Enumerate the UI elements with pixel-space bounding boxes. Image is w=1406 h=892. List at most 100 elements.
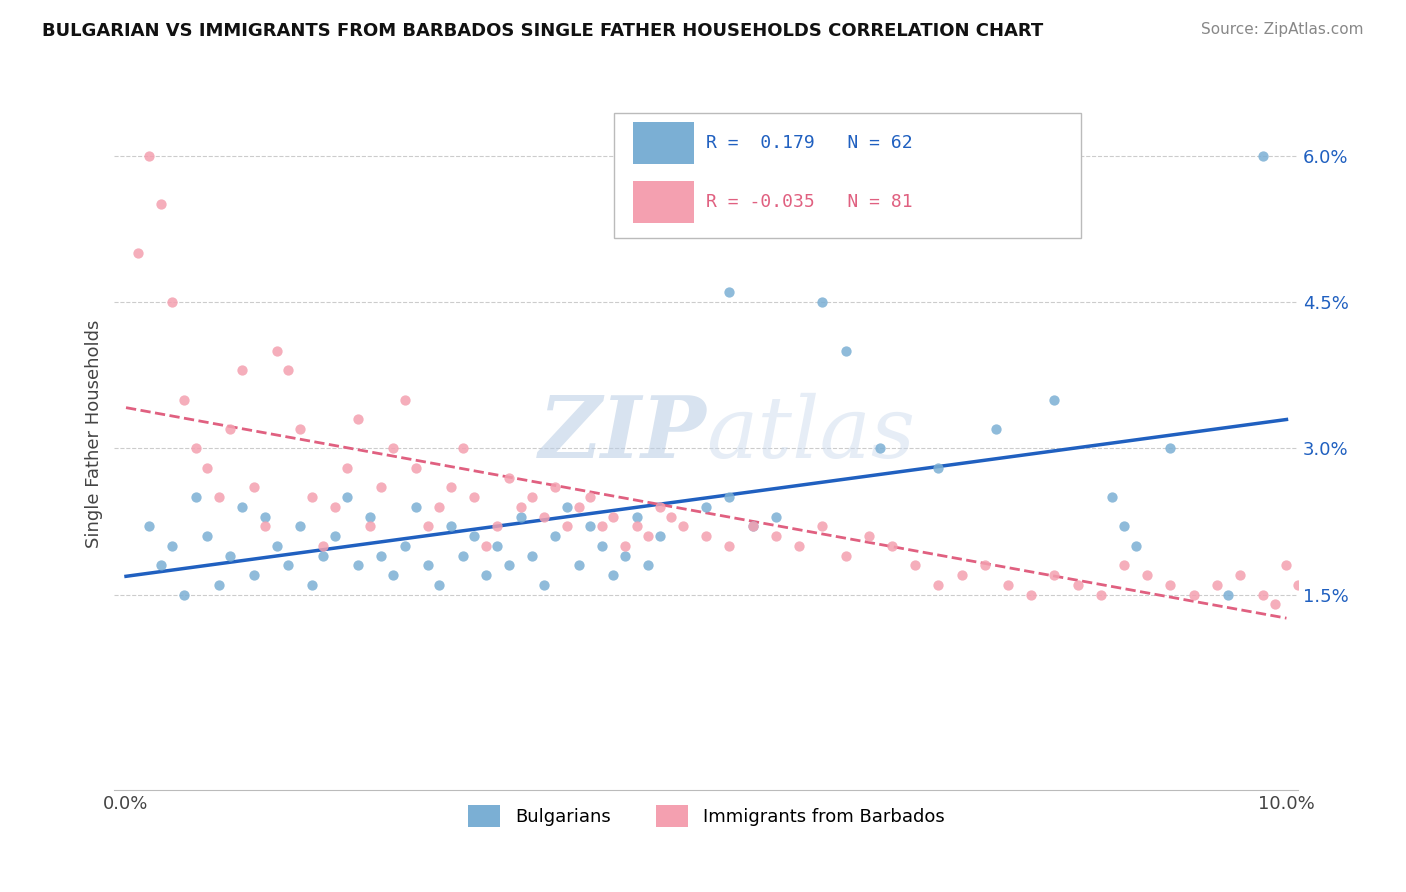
Point (869, 442, 891, 456)
Point (427, 578, 450, 592)
Point (138, 519, 160, 533)
Point (347, 558, 370, 573)
Point (602, 509, 624, 524)
Text: R = -0.035   N = 81: R = -0.035 N = 81 (706, 194, 912, 211)
Point (1310, 598, 1333, 612)
Point (1251, 588, 1274, 602)
Point (266, 539, 288, 553)
Point (451, 549, 474, 563)
Point (718, 539, 741, 553)
Point (741, 519, 763, 533)
Point (370, 480, 392, 494)
Point (718, 490, 741, 504)
Point (405, 460, 427, 475)
Point (149, 558, 172, 573)
Point (858, 529, 880, 543)
Point (359, 509, 381, 524)
Point (370, 549, 392, 563)
Point (219, 549, 242, 563)
Point (301, 490, 323, 504)
Point (498, 470, 520, 484)
Point (637, 558, 659, 573)
Point (173, 392, 195, 407)
Point (579, 490, 602, 504)
Point (718, 285, 741, 300)
Point (648, 529, 671, 543)
Point (533, 578, 555, 592)
Point (451, 442, 474, 456)
Point (880, 539, 903, 553)
Point (927, 578, 949, 592)
Point (242, 480, 264, 494)
Point (602, 568, 624, 582)
Point (266, 343, 288, 358)
Point (427, 500, 450, 514)
Point (219, 422, 242, 436)
Point (149, 197, 172, 211)
Point (1182, 588, 1205, 602)
Point (973, 558, 995, 573)
Point (1136, 568, 1159, 582)
Point (254, 509, 277, 524)
Point (555, 500, 578, 514)
Point (672, 519, 695, 533)
Point (208, 578, 231, 592)
Point (591, 539, 613, 553)
Point (614, 549, 637, 563)
Point (195, 529, 218, 543)
Point (474, 568, 496, 582)
Point (1333, 578, 1355, 592)
Point (440, 519, 463, 533)
Point (1043, 568, 1066, 582)
Point (463, 529, 485, 543)
Point (1346, 607, 1368, 622)
Point (1066, 578, 1088, 592)
Point (1101, 490, 1123, 504)
Point (231, 500, 253, 514)
Point (323, 529, 346, 543)
Point (568, 558, 591, 573)
Point (1159, 442, 1181, 456)
Point (486, 519, 509, 533)
Point (544, 529, 567, 543)
Text: R =  0.179   N = 62: R = 0.179 N = 62 (706, 134, 912, 152)
Point (474, 539, 496, 553)
Point (277, 558, 299, 573)
Point (463, 490, 485, 504)
Point (1043, 392, 1066, 407)
Point (173, 588, 195, 602)
Point (1298, 588, 1320, 602)
Text: ZIP: ZIP (538, 392, 706, 475)
Point (626, 509, 648, 524)
Point (614, 539, 637, 553)
Point (741, 519, 763, 533)
Point (509, 500, 531, 514)
Point (288, 422, 311, 436)
Point (765, 529, 787, 543)
Point (695, 529, 717, 543)
Point (591, 519, 613, 533)
Point (498, 558, 520, 573)
Point (1090, 588, 1112, 602)
Point (661, 509, 683, 524)
FancyBboxPatch shape (633, 181, 695, 224)
Text: Source: ZipAtlas.com: Source: ZipAtlas.com (1201, 22, 1364, 37)
Point (1275, 558, 1298, 573)
Point (288, 519, 311, 533)
Point (1112, 558, 1135, 573)
Point (138, 148, 160, 162)
Point (312, 539, 335, 553)
Point (1229, 568, 1251, 582)
Point (834, 549, 856, 563)
Point (904, 558, 927, 573)
Point (533, 509, 555, 524)
Y-axis label: Single Father Households: Single Father Households (86, 319, 103, 548)
Point (568, 500, 591, 514)
Point (637, 529, 659, 543)
Point (648, 500, 671, 514)
Text: BULGARIAN VS IMMIGRANTS FROM BARBADOS SINGLE FATHER HOUSEHOLDS CORRELATION CHART: BULGARIAN VS IMMIGRANTS FROM BARBADOS SI… (42, 22, 1043, 40)
Point (1019, 588, 1042, 602)
Point (579, 519, 602, 533)
Point (811, 294, 834, 309)
Point (323, 500, 346, 514)
